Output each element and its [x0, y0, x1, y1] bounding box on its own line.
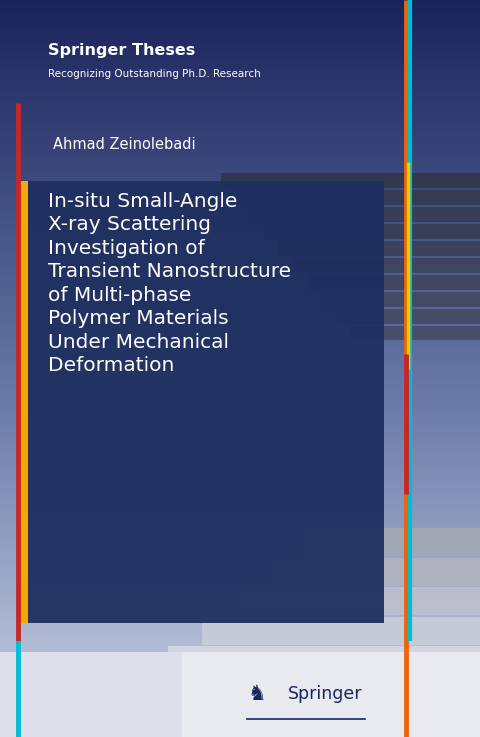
Bar — [350, 326, 480, 340]
Bar — [302, 528, 480, 556]
Text: In-situ Small-Angle
X-ray Scattering
Investigation of
Transient Nanostructure
of: In-situ Small-Angle X-ray Scattering Inv… — [48, 192, 291, 375]
Text: Springer Theses: Springer Theses — [48, 43, 195, 58]
Bar — [264, 224, 480, 239]
Bar — [250, 207, 480, 222]
Bar — [307, 275, 480, 290]
Text: Springer: Springer — [288, 685, 362, 703]
Bar — [221, 173, 480, 188]
Bar — [19, 181, 384, 623]
Bar — [168, 646, 480, 674]
Bar — [202, 617, 480, 645]
Bar — [182, 652, 480, 737]
Bar — [0, 652, 480, 737]
Bar — [278, 241, 480, 256]
Bar — [235, 587, 480, 615]
Bar — [269, 558, 480, 586]
Bar — [322, 292, 480, 307]
Bar — [235, 190, 480, 205]
Bar — [336, 309, 480, 324]
Text: Recognizing Outstanding Ph.D. Research: Recognizing Outstanding Ph.D. Research — [48, 69, 261, 80]
Bar — [293, 258, 480, 273]
Bar — [19, 181, 28, 623]
Text: ♞: ♞ — [247, 684, 266, 705]
Text: Ahmad Zeinolebadi: Ahmad Zeinolebadi — [53, 137, 195, 152]
